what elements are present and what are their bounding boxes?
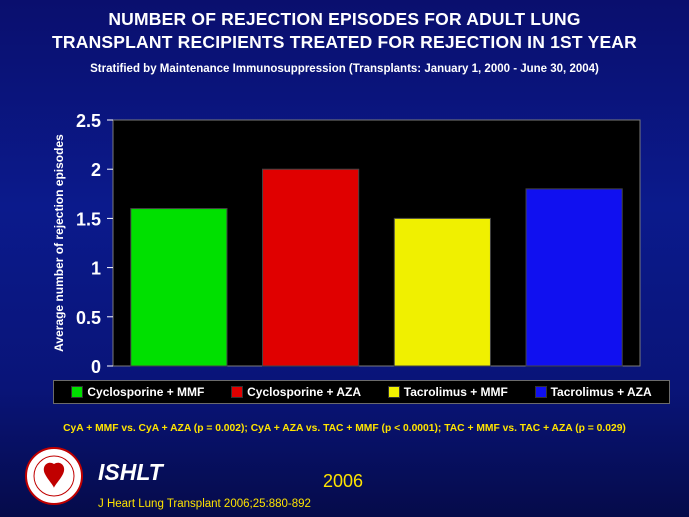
chart-title-line-1: NUMBER OF REJECTION EPISODES FOR ADULT L… — [108, 9, 581, 29]
y-tick-label: 2 — [91, 160, 101, 180]
y-tick-label: 1.5 — [76, 209, 101, 229]
statistics-note: CyA + MMF vs. CyA + AZA (p = 0.002); CyA… — [63, 423, 626, 434]
chart-title-line-2: TRANSPLANT RECIPIENTS TREATED FOR REJECT… — [52, 32, 637, 52]
legend-label: Tacrolimus + MMF — [403, 385, 508, 399]
legend-swatch — [387, 386, 400, 398]
legend-label: Tacrolimus + AZA — [550, 385, 652, 399]
organization-name: ISHLT — [98, 459, 163, 485]
chart-legend: Cyclosporine + MMF Cyclosporine + AZA Tacr… — [53, 380, 670, 404]
legend-label: Cyclosporine + AZA — [247, 385, 362, 399]
citation: J Heart Lung Transplant 2006;25:880-892 — [98, 498, 311, 510]
legend-item: Tacrolimus + AZA — [534, 385, 652, 399]
legend-item: Cyclosporine + MMF — [71, 385, 204, 399]
legend-swatch — [534, 386, 547, 398]
y-axis-label: Average number of rejection episodes — [52, 134, 66, 352]
year-label: 2006 — [323, 471, 364, 491]
ishlt-seal-logo — [25, 447, 83, 505]
legend-swatch — [71, 386, 84, 398]
bar — [262, 168, 360, 367]
bar — [525, 188, 623, 367]
bar-chart: 0 0.5 1 1.5 2 2.5 Average number of rejection … — [52, 111, 641, 377]
chart-subtitle: Stratified by Maintenance Immunosuppress… — [90, 63, 599, 75]
y-tick-label: 0 — [91, 357, 101, 377]
bar — [130, 208, 228, 367]
bar — [393, 217, 491, 367]
legend-item: Cyclosporine + AZA — [231, 385, 361, 399]
legend-swatch — [231, 386, 244, 398]
y-tick-label: 2.5 — [76, 111, 101, 131]
y-tick-label: 0.5 — [76, 308, 101, 328]
legend-label: Cyclosporine + MMF — [87, 385, 205, 399]
legend-item: Tacrolimus + MMF — [387, 385, 508, 399]
y-tick-label: 1 — [91, 259, 101, 279]
